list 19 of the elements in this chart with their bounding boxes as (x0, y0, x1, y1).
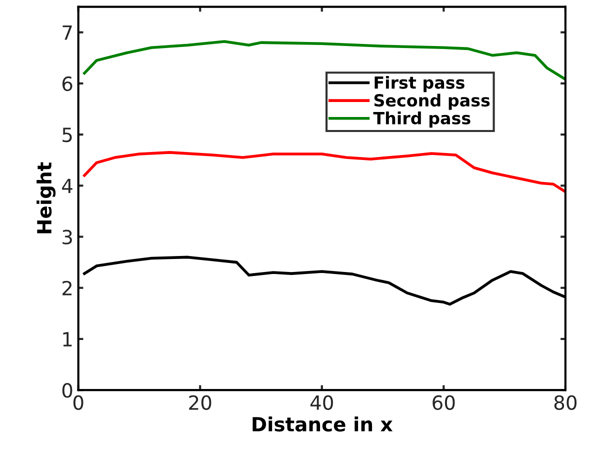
y-tick-label: 1 (63, 332, 72, 346)
x-tick-label: 0 (73, 395, 84, 410)
x-tick-label: 20 (189, 395, 212, 410)
legend-label: First pass (374, 76, 464, 92)
legend-label: Second pass (374, 94, 490, 110)
x-tick-label: 80 (554, 395, 577, 410)
y-axis-title: Height (36, 162, 56, 234)
y-tick-label: 2 (62, 280, 72, 296)
y-tick-label: 7 (62, 26, 72, 40)
legend-label: Third pass (373, 112, 470, 128)
line-series (83, 151, 566, 194)
y-tick-label: 0 (62, 383, 72, 398)
y-tick-label: 6 (62, 76, 72, 92)
y-tick-label: 3 (62, 230, 72, 244)
y-tick-label: 5 (62, 128, 72, 142)
x-tick-label: 40 (310, 395, 333, 410)
y-tick-label: 4 (62, 178, 72, 194)
x-tick-label: 60 (432, 395, 455, 410)
x-axis-title: Distance in x (252, 416, 393, 432)
